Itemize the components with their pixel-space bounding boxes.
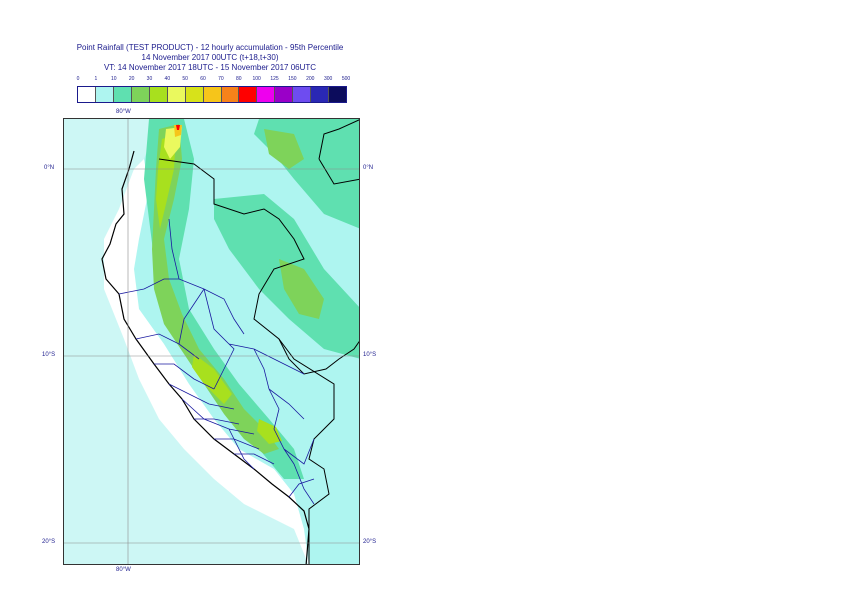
lat-label-right-10s: 10°S [363, 352, 377, 358]
legend-tick-label: 125 [270, 76, 279, 82]
title-line-2: 14 November 2017 00UTC (t+18,t+30) [141, 53, 279, 62]
heavy-rain-east [279, 259, 324, 319]
lat-label-right-20s: 20°S [363, 539, 377, 545]
legend-swatch [257, 87, 276, 102]
legend-tick-label: 100 [252, 76, 261, 82]
legend-tick-label: 70 [218, 76, 224, 82]
legend-tick-label: 60 [200, 76, 206, 82]
legend-tick-label: 10 [110, 76, 117, 82]
legend-swatch [221, 87, 240, 102]
country-border [318, 119, 359, 185]
legend-tick-label: 30 [146, 76, 153, 82]
very-heavy-rain-central-andes [192, 354, 232, 404]
legend-swatch [167, 87, 186, 102]
legend-tick-label: 500 [341, 76, 351, 82]
rainfall-map [63, 118, 360, 565]
peak-rain-core [174, 125, 182, 137]
legend-tick-label: 1 [94, 76, 98, 82]
country-border [158, 158, 359, 375]
map-svg [64, 119, 359, 564]
lon-label-bottom: 80°W [116, 567, 131, 573]
legend-tick-label: 50 [182, 76, 188, 82]
lat-label-right-0: 0°N [363, 165, 374, 171]
title-line-1: Point Rainfall (TEST PRODUCT) - 12 hourl… [76, 43, 344, 52]
legend-swatch [78, 87, 96, 102]
legend-color-bar [77, 86, 347, 103]
regional-borders [118, 218, 315, 505]
land-light-rain [134, 119, 359, 564]
legend-swatch [131, 87, 150, 102]
legend-swatch [239, 87, 258, 102]
lat-label-left-20s: 20°S [42, 539, 56, 545]
legend-tick-label: 300 [323, 76, 333, 82]
heavy-rain-north [264, 129, 304, 169]
legend-swatch [311, 87, 330, 102]
legend-swatch [95, 87, 114, 102]
legend-tick-label: 80 [236, 76, 242, 82]
legend-tick-label: 200 [306, 76, 315, 82]
legend-tick-label: 0 [76, 76, 80, 82]
legend-tick-label: 20 [128, 76, 135, 82]
country-border [278, 338, 335, 564]
moderate-rain-andes [144, 119, 304, 479]
legend-swatch [185, 87, 204, 102]
legend-swatch [293, 87, 312, 102]
color-legend: 0 1 10 20 30 40 50 60 70 80 100 125 150 200 300 500 [76, 76, 351, 103]
title-line-3: VT: 14 November 2017 18UTC - 15 November… [103, 63, 317, 72]
lat-label-left-0: 0°N [44, 165, 55, 171]
chart-title: Point Rainfall (TEST PRODUCT) - 12 hourl… [40, 43, 380, 73]
max-rain-core [176, 125, 180, 130]
legend-swatch [275, 87, 294, 102]
legend-swatch [329, 87, 347, 102]
very-heavy-rain-south-andes [257, 419, 282, 444]
legend-swatch [113, 87, 132, 102]
lon-label-top: 80°W [116, 109, 131, 115]
offshore-rain-band [64, 119, 309, 564]
legend-tick-label: 40 [164, 76, 171, 82]
legend-tick-label: 150 [288, 76, 297, 82]
legend-swatch [149, 87, 168, 102]
legend-tick-row: 0 1 10 20 30 40 50 60 70 80 100 125 150 200 300 500 [76, 76, 351, 84]
lat-label-left-10s: 10°S [42, 352, 56, 358]
legend-swatch [203, 87, 222, 102]
